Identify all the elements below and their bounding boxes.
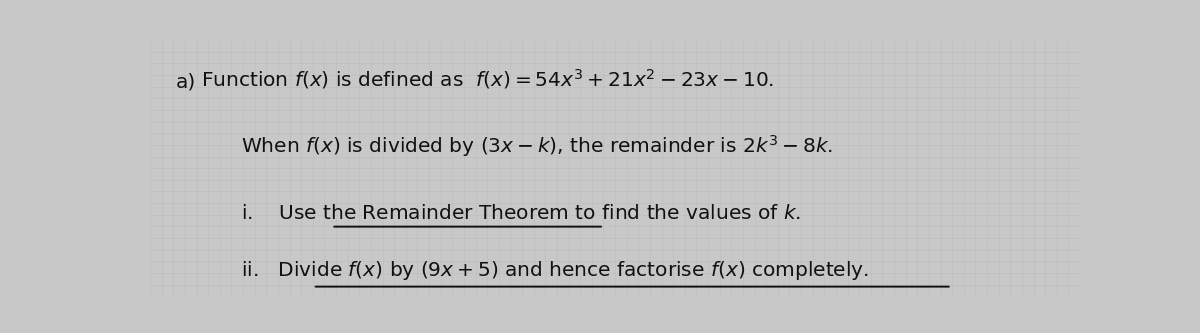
Text: ii.   Divide $f(x)$ by $(9x + 5)$ and hence factorise $f(x)$ completely.: ii. Divide $f(x)$ by $(9x + 5)$ and henc… — [241, 259, 869, 282]
Text: When $f(x)$ is divided by $(3x - k)$, the remainder is $2k^3 - 8k$.: When $f(x)$ is divided by $(3x - k)$, th… — [241, 133, 833, 159]
Text: i.    Use the Remainder Theorem to find the values of $k$.: i. Use the Remainder Theorem to find the… — [241, 204, 802, 223]
Text: a): a) — [176, 72, 197, 91]
Text: Function $f(x)$ is defined as  $f(x) = 54x^3 + 21x^2 - 23x - 10.$: Function $f(x)$ is defined as $f(x) = 54… — [202, 67, 774, 91]
